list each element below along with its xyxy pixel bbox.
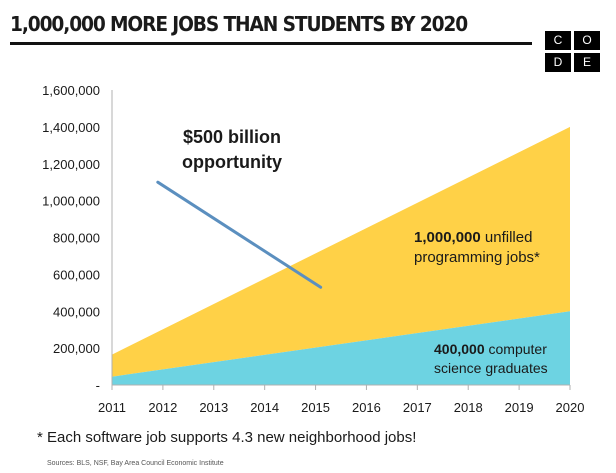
logo-letter-c: C bbox=[545, 31, 571, 50]
annotation-grads-line1: 400,000 computer bbox=[434, 341, 547, 357]
annotation-jobs-rest: unfilled bbox=[481, 229, 533, 246]
x-tick-label: 2019 bbox=[505, 400, 534, 415]
y-tick-label: 800,000 bbox=[53, 231, 100, 246]
y-tick-label: 1,000,000 bbox=[42, 194, 100, 209]
y-tick-label: 1,600,000 bbox=[42, 83, 100, 98]
code-logo: C O D E bbox=[545, 31, 603, 77]
x-tick-label: 2016 bbox=[352, 400, 381, 415]
annotation-opportunity-line1: $500 billion bbox=[183, 127, 281, 147]
y-axis-ticks: - 200,000 400,000 600,000 800,000 1,000,000 1,… bbox=[42, 83, 100, 393]
annotation-jobs-line1: 1,000,000 unfilled bbox=[414, 229, 532, 246]
annotation-grads-bold: 400,000 bbox=[434, 341, 485, 357]
x-tick-label: 2017 bbox=[403, 400, 432, 415]
x-tick-label: 2011 bbox=[98, 400, 126, 415]
logo-letter-o: O bbox=[574, 31, 600, 50]
x-tick-label: 2018 bbox=[454, 400, 483, 415]
annotation-pointer-line bbox=[156, 180, 323, 289]
y-tick-label: 1,200,000 bbox=[42, 157, 100, 172]
x-tick-label: 2013 bbox=[199, 400, 228, 415]
x-tick-label: 2014 bbox=[250, 400, 279, 415]
y-tick-label: 600,000 bbox=[53, 267, 100, 282]
area-cs-graduates bbox=[112, 311, 570, 385]
y-tick-label: - bbox=[96, 378, 100, 393]
logo-letter-d: D bbox=[545, 53, 571, 72]
annotation-opportunity-line2: opportunity bbox=[182, 152, 282, 172]
y-tick-label: 200,000 bbox=[53, 341, 100, 356]
footnote: * Each software job supports 4.3 new nei… bbox=[37, 429, 417, 446]
title-underline bbox=[10, 42, 532, 45]
x-tick-label: 2015 bbox=[301, 400, 330, 415]
annotation-grads-line2: science graduates bbox=[434, 360, 548, 376]
sources-note: Sources: BLS, NSF, Bay Area Council Econ… bbox=[47, 460, 224, 467]
logo-letter-e: E bbox=[574, 53, 600, 72]
y-tick-label: 1,400,000 bbox=[42, 120, 100, 135]
area-unfilled-jobs bbox=[112, 126, 570, 377]
x-tick-label: 2012 bbox=[148, 400, 177, 415]
x-axis-ticks: 2011 2012 2013 2014 2015 2016 2017 2018 2019 2020 bbox=[98, 385, 584, 415]
y-tick-label: 400,000 bbox=[53, 304, 100, 319]
page-title: 1,000,000 MORE JOBS THAN STUDENTS BY 202… bbox=[10, 12, 468, 36]
annotation-jobs-bold: 1,000,000 bbox=[414, 229, 481, 246]
annotation-jobs-line2: programming jobs* bbox=[414, 249, 540, 266]
x-tick-label: 2020 bbox=[556, 400, 585, 415]
annotation-grads-rest: computer bbox=[485, 341, 548, 357]
